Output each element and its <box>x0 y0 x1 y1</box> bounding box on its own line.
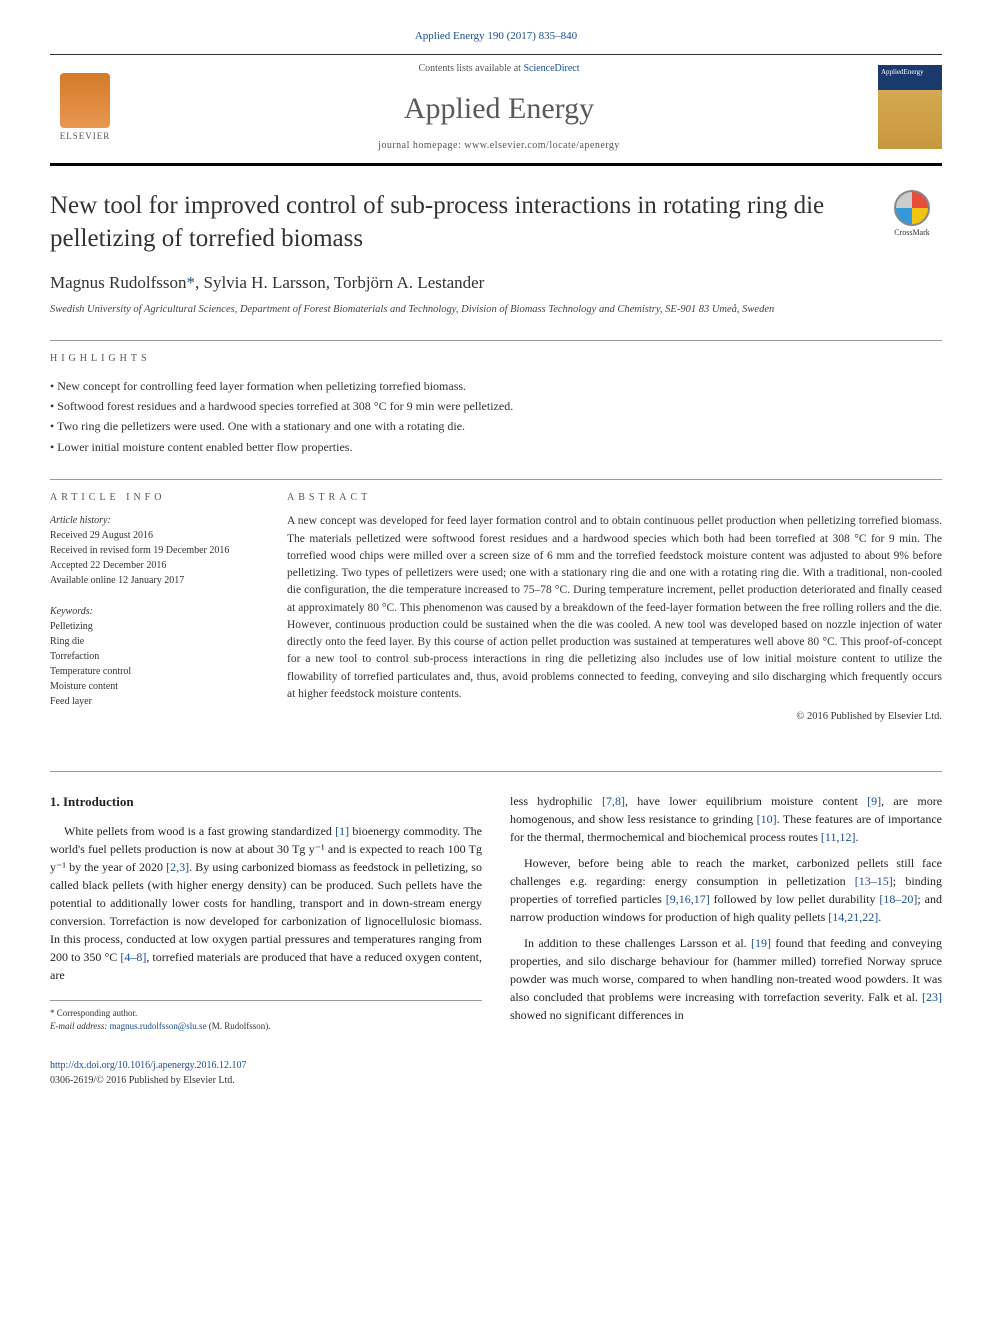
highlight-item: Softwood forest residues and a hardwood … <box>50 396 942 416</box>
elsevier-tree-icon <box>60 73 110 128</box>
abstract-column: ABSTRACT A new concept was developed for… <box>287 492 942 725</box>
corr-author-label: * Corresponding author. <box>50 1007 482 1021</box>
article-title: New tool for improved control of sub-pro… <box>50 190 862 255</box>
article-history: Article history: Received 29 August 2016… <box>50 513 255 588</box>
body-paragraph: In addition to these challenges Larsson … <box>510 934 942 1024</box>
doi-footer: http://dx.doi.org/10.1016/j.apenergy.201… <box>0 1054 992 1108</box>
body-paragraph: White pellets from wood is a fast growin… <box>50 822 482 984</box>
title-row: New tool for improved control of sub-pro… <box>50 190 942 255</box>
body-divider <box>50 771 942 772</box>
abstract-label: ABSTRACT <box>287 492 942 503</box>
citation-link[interactable]: [4–8] <box>120 950 146 964</box>
text-run: less hydrophilic <box>510 794 602 808</box>
abstract-text: A new concept was developed for feed lay… <box>287 513 942 703</box>
text-run: . <box>878 910 881 924</box>
article-info-column: ARTICLE INFO Article history: Received 2… <box>50 492 255 725</box>
journal-block: Contents lists available at ScienceDirec… <box>120 63 878 151</box>
text-run: In addition to these challenges Larsson … <box>524 936 751 950</box>
elsevier-logo[interactable]: ELSEVIER <box>50 67 120 147</box>
article-info-label: ARTICLE INFO <box>50 492 255 503</box>
authors-rest: , Sylvia H. Larsson, Torbjörn A. Lestand… <box>195 273 484 292</box>
homepage-link[interactable]: www.elsevier.com/locate/apenergy <box>464 140 620 151</box>
highlights-label: HIGHLIGHTS <box>50 353 942 364</box>
keyword: Pelletizing <box>50 619 255 634</box>
doi-link[interactable]: http://dx.doi.org/10.1016/j.apenergy.201… <box>50 1060 246 1071</box>
body-paragraph: less hydrophilic [7,8], have lower equil… <box>510 792 942 846</box>
journal-name: Applied Energy <box>120 92 878 126</box>
body-paragraph: However, before being able to reach the … <box>510 854 942 926</box>
text-run: followed by low pellet durability <box>710 892 880 906</box>
body-column-right: less hydrophilic [7,8], have lower equil… <box>510 792 942 1034</box>
sciencedirect-link[interactable]: ScienceDirect <box>523 63 579 74</box>
citation-link[interactable]: [23] <box>922 990 942 1004</box>
body-columns: 1. Introduction White pellets from wood … <box>0 792 992 1054</box>
page-header: Applied Energy 190 (2017) 835–840 ELSEVI… <box>0 0 992 163</box>
issn-line: 0306-2619/© 2016 Published by Elsevier L… <box>50 1075 235 1086</box>
highlight-item: Lower initial moisture content enabled b… <box>50 437 942 457</box>
text-run: White pellets from wood is a fast growin… <box>64 824 335 838</box>
body-column-left: 1. Introduction White pellets from wood … <box>50 792 482 1034</box>
citation-link[interactable]: [7,8] <box>602 794 625 808</box>
intro-heading: 1. Introduction <box>50 792 482 812</box>
contents-prefix: Contents lists available at <box>418 63 523 74</box>
corresponding-marker: * <box>186 273 195 292</box>
email-label: E-mail address: <box>50 1021 110 1031</box>
citation-link[interactable]: [11,12] <box>821 830 856 844</box>
citation-link[interactable]: [18–20] <box>879 892 917 906</box>
citation-link[interactable]: [2,3] <box>166 860 189 874</box>
corr-email-link[interactable]: magnus.rudolfsson@slu.se <box>110 1021 207 1031</box>
keyword: Temperature control <box>50 664 255 679</box>
author-list: Magnus Rudolfsson*, Sylvia H. Larsson, T… <box>50 273 942 293</box>
history-line: Received 29 August 2016 <box>50 528 255 543</box>
contents-lists-line: Contents lists available at ScienceDirec… <box>120 63 878 74</box>
keyword: Ring die <box>50 634 255 649</box>
highlight-item: New concept for controlling feed layer f… <box>50 376 942 396</box>
email-who: (M. Rudolfsson). <box>206 1021 270 1031</box>
keyword: Torrefaction <box>50 649 255 664</box>
text-run: . By using carbonized biomass as feedsto… <box>50 860 482 964</box>
journal-header-row: ELSEVIER Contents lists available at Sci… <box>50 54 942 163</box>
history-line: Accepted 22 December 2016 <box>50 558 255 573</box>
citation-link[interactable]: [19] <box>751 936 771 950</box>
section-rule <box>50 340 942 341</box>
highlights-list: New concept for controlling feed layer f… <box>50 376 942 458</box>
author-1[interactable]: Magnus Rudolfsson <box>50 273 186 292</box>
highlight-item: Two ring die pelletizers were used. One … <box>50 416 942 436</box>
journal-cover-thumbnail[interactable]: AppliedEnergy <box>878 65 942 149</box>
cover-label: AppliedEnergy <box>881 68 924 76</box>
keyword: Feed layer <box>50 694 255 709</box>
journal-homepage: journal homepage: www.elsevier.com/locat… <box>120 140 878 151</box>
citation-link[interactable]: [13–15] <box>855 874 893 888</box>
history-line: Received in revised form 19 December 201… <box>50 543 255 558</box>
crossmark-badge[interactable]: CrossMark <box>882 190 942 237</box>
corresponding-author-footer: * Corresponding author. E-mail address: … <box>50 1000 482 1034</box>
section-rule <box>50 479 942 480</box>
crossmark-label: CrossMark <box>894 228 930 237</box>
history-label: Article history: <box>50 513 255 528</box>
citation-link[interactable]: [9] <box>867 794 881 808</box>
homepage-prefix: journal homepage: <box>378 140 464 151</box>
elsevier-label: ELSEVIER <box>60 131 111 141</box>
citation-link[interactable]: [1] <box>335 824 349 838</box>
abstract-copyright: © 2016 Published by Elsevier Ltd. <box>287 711 942 722</box>
affiliation: Swedish University of Agricultural Scien… <box>50 303 942 318</box>
text-run: . <box>855 830 858 844</box>
keyword: Moisture content <box>50 679 255 694</box>
email-line: E-mail address: magnus.rudolfsson@slu.se… <box>50 1020 482 1034</box>
crossmark-icon <box>894 190 930 226</box>
info-abstract-row: ARTICLE INFO Article history: Received 2… <box>50 492 942 725</box>
citation-link[interactable]: [14,21,22] <box>828 910 878 924</box>
article-front-matter: New tool for improved control of sub-pro… <box>0 166 992 745</box>
citation-line: Applied Energy 190 (2017) 835–840 <box>50 30 942 42</box>
text-run: , have lower equilibrium moisture conten… <box>625 794 867 808</box>
citation-link[interactable]: [10] <box>757 812 777 826</box>
history-line: Available online 12 January 2017 <box>50 573 255 588</box>
citation-link[interactable]: [9,16,17] <box>666 892 710 906</box>
keywords-block: Keywords: Pelletizing Ring die Torrefact… <box>50 604 255 709</box>
keywords-label: Keywords: <box>50 604 255 619</box>
text-run: showed no significant differences in <box>510 1008 684 1022</box>
